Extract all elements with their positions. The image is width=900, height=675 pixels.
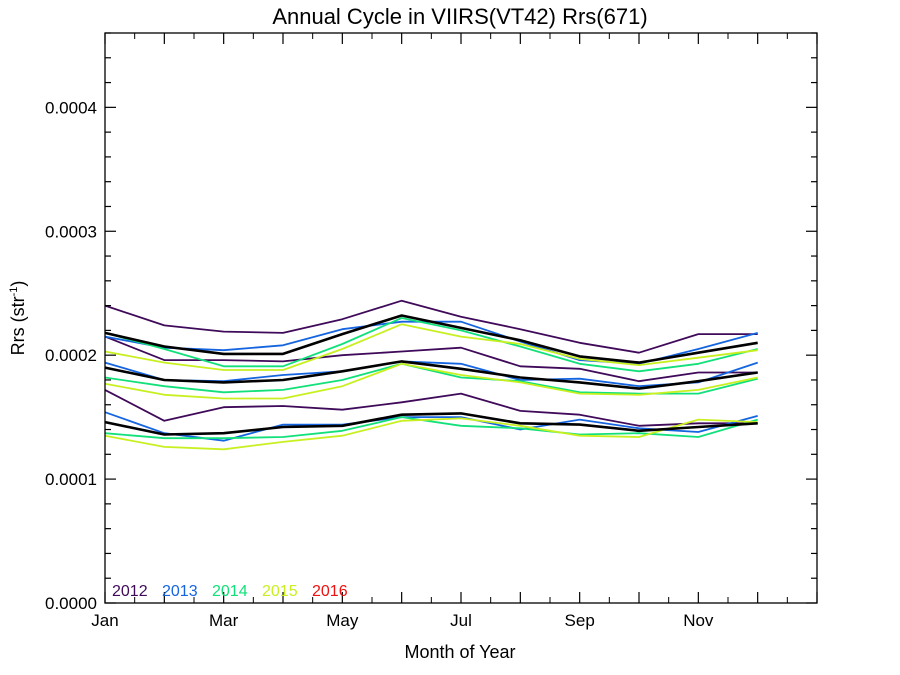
chart-title: Annual Cycle in VIIRS(VT42) Rrs(671) bbox=[272, 4, 647, 29]
legend-entry-2013: 2013 bbox=[162, 583, 198, 600]
x-axis-label: Month of Year bbox=[404, 642, 515, 662]
series-line-10 bbox=[104, 323, 758, 371]
y-tick-label: 0.0001 bbox=[45, 470, 97, 489]
legend-entry-2015: 2015 bbox=[262, 583, 298, 600]
x-tick-label: Nov bbox=[683, 611, 714, 630]
legend-entry-2012: 2012 bbox=[112, 583, 148, 600]
series-line-3 bbox=[104, 389, 758, 427]
plot-series bbox=[104, 299, 758, 451]
y-tick-label: 0.0004 bbox=[45, 98, 97, 117]
x-tick-label: Sep bbox=[565, 611, 595, 630]
y-axis-label-main: Rrs (str bbox=[8, 296, 28, 355]
series-line-15 bbox=[104, 412, 758, 436]
series-line-7 bbox=[104, 317, 758, 373]
y-axis: 0.0000 0.0001 0.0002 0.0003 0.0004 bbox=[45, 32, 817, 613]
series-line-2 bbox=[104, 335, 758, 383]
x-axis: Jan Mar May Jul Sep Nov bbox=[91, 33, 818, 630]
y-tick-label: 0.0000 bbox=[45, 594, 97, 613]
x-tick-label: Mar bbox=[209, 611, 239, 630]
plot-frame bbox=[104, 32, 818, 604]
y-tick-label: 0.0002 bbox=[45, 346, 97, 365]
y-axis-label-close: ) bbox=[8, 281, 28, 287]
legend: 2012 2013 2014 2015 2016 bbox=[112, 583, 348, 600]
series-line-4 bbox=[104, 320, 758, 365]
x-tick-label: Jan bbox=[91, 611, 118, 630]
x-tick-label: Jul bbox=[450, 611, 472, 630]
series-line-6 bbox=[104, 411, 758, 442]
legend-entry-2014: 2014 bbox=[212, 583, 248, 600]
x-tick-label: May bbox=[326, 611, 359, 630]
series-line-14 bbox=[104, 360, 758, 390]
series-line-12 bbox=[104, 417, 758, 451]
y-axis-label: Rrs (str-1) bbox=[8, 281, 28, 356]
legend-entry-2016: 2016 bbox=[312, 583, 348, 600]
series-line-11 bbox=[104, 362, 758, 400]
series-line-1 bbox=[104, 299, 758, 354]
series-line-13 bbox=[104, 314, 758, 364]
y-tick-label: 0.0003 bbox=[45, 222, 97, 241]
y-axis-label-sup: -1 bbox=[8, 287, 20, 297]
